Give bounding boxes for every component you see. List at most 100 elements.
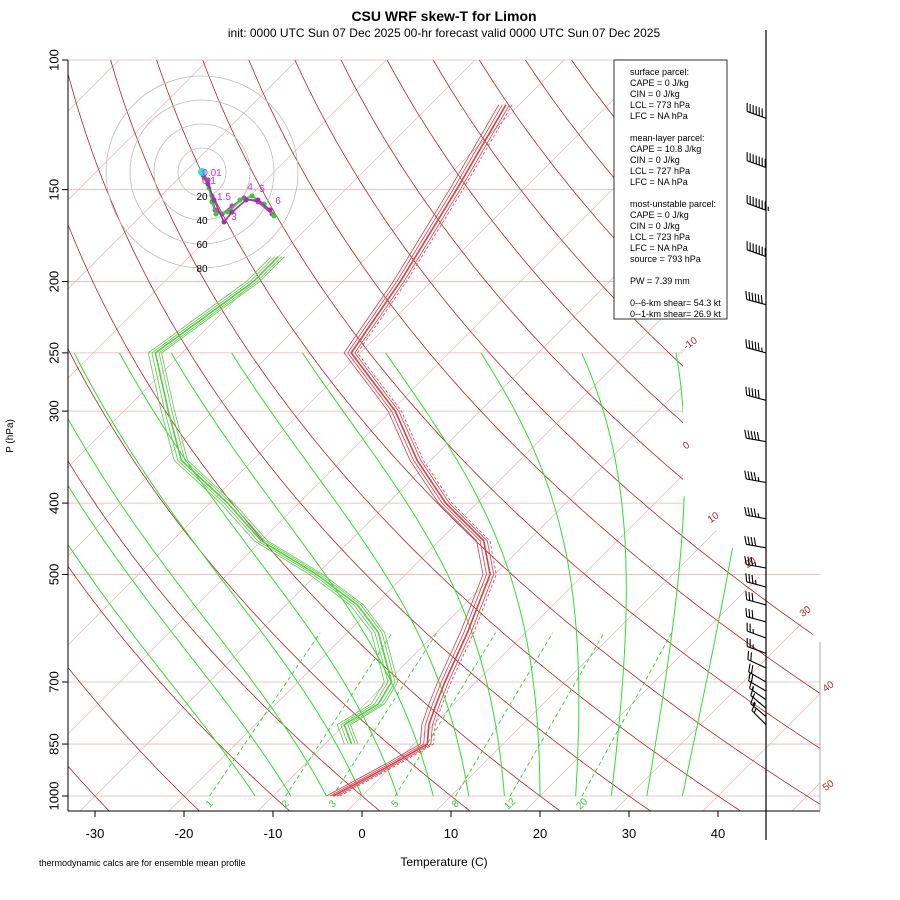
wind-barb	[745, 591, 767, 606]
hodograph-point-label: 5	[259, 184, 265, 195]
hodograph-point	[225, 209, 231, 215]
hodograph-point	[271, 213, 277, 219]
hodograph-point	[249, 193, 255, 199]
dewpoint-trace	[158, 256, 396, 745]
isotherm-line	[791, 60, 820, 811]
mixing-ratio-label: 2	[280, 798, 292, 810]
axes	[67, 60, 821, 812]
hodograph-ring	[105, 75, 299, 269]
mixing-ratio-line	[394, 632, 497, 797]
temperature-trace	[339, 104, 513, 797]
dry-adiabat-line	[68, 60, 652, 811]
parcel-info-line: 0--6-km shear= 54.3 kt	[630, 298, 721, 308]
y-tick-label: 250	[46, 342, 61, 364]
dry-adiabat-label: 30	[798, 604, 814, 620]
dry-adiabat-label: -10	[681, 335, 700, 353]
parcel-info-line: LCL = 773 hPa	[630, 100, 690, 110]
dry-adiabat-label: 50	[821, 778, 837, 794]
chart-title: CSU WRF skew-T for Limon	[351, 8, 536, 24]
y-axis-ticks: 100 150 200 250 300 400 500 700 850 1000	[46, 49, 68, 810]
hodograph-ring	[129, 99, 275, 245]
parcel-info-line: LFC = NA hPa	[630, 243, 688, 253]
hodograph-point-label: 3	[231, 212, 237, 223]
dry-adiabat-label: 0	[681, 440, 692, 452]
parcel-info-line: LFC = NA hPa	[630, 177, 688, 187]
dry-adiabat-line	[787, 60, 820, 811]
isotherm-line	[702, 60, 820, 811]
hodograph-point	[221, 219, 227, 225]
dry-adiabat-line	[151, 60, 820, 811]
hodograph-ring-label: 60	[196, 240, 208, 251]
wind-barb	[746, 637, 767, 654]
temperature-trace	[326, 104, 500, 797]
hodograph-point	[211, 197, 217, 203]
moist-adiabat-line	[301, 352, 505, 797]
temperature-trace	[336, 104, 510, 797]
moist-adiabat-line	[581, 352, 627, 797]
hodograph-point-label: 0.1	[202, 176, 216, 187]
wind-barb	[746, 152, 767, 169]
x-tick-label: 30	[622, 826, 636, 841]
x-tick-label: -20	[175, 826, 194, 841]
wind-barb	[746, 194, 769, 212]
hodograph-point-label: 6	[275, 196, 281, 207]
parcel-info-line: CIN = 0 J/kg	[630, 89, 680, 99]
dry-adiabat-line	[287, 60, 820, 811]
mixing-ratio-line	[581, 632, 673, 797]
parcel-info-line: CAPE = 0 J/kg	[630, 78, 689, 88]
parcel-info-line: CIN = 0 J/kg	[630, 155, 680, 165]
sounding-traces	[147, 104, 513, 797]
dry-adiabat-line	[332, 60, 820, 811]
hodograph-point	[213, 211, 219, 217]
parcel-info-line: most-unstable parcel:	[630, 199, 716, 209]
hodograph-ring-label: 40	[196, 216, 208, 227]
dry-adiabat-line	[68, 60, 562, 811]
parcel-info-line: PW = 7.39 mm	[630, 276, 690, 286]
mixing-ratio-lines	[209, 632, 673, 797]
mixing-ratio-line	[332, 632, 438, 797]
wind-barb	[744, 470, 767, 484]
parcel-info-line: LCL = 727 hPa	[630, 166, 690, 176]
dewpoint-trace	[151, 256, 389, 745]
dry-adiabat-line	[378, 60, 820, 811]
wind-barb	[746, 241, 767, 258]
wind-barb	[744, 556, 767, 569]
parcel-info-line: mean-layer parcel:	[630, 133, 705, 143]
dry-adiabat-line	[241, 60, 820, 811]
moist-adiabat-line	[68, 352, 256, 797]
isotherm-line	[68, 60, 403, 811]
wind-barb	[745, 290, 767, 306]
temperature-trace	[333, 104, 507, 797]
parcel-info-line: CIN = 0 J/kg	[630, 221, 680, 231]
dry-adiabat-line	[68, 60, 381, 811]
moist-adiabat-line	[68, 352, 292, 797]
y-axis-label: P (hPa)	[5, 419, 16, 453]
mixing-ratio-line	[209, 632, 321, 797]
dry-adiabat-line	[105, 60, 742, 811]
wind-barb	[745, 386, 767, 401]
parcel-info-line: surface parcel:	[630, 67, 689, 77]
dry-adiabat-line	[68, 60, 111, 811]
wind-barb	[744, 535, 767, 549]
dewpoint-trace	[154, 256, 393, 745]
y-tick-label: 700	[46, 671, 61, 693]
hodograph-point-label: 1.5	[217, 192, 231, 203]
dry-adiabat-label: 40	[821, 679, 837, 695]
parcel-info-line: source = 793 hPa	[630, 254, 701, 264]
hodograph-point	[243, 197, 249, 203]
isotherm-line	[68, 60, 581, 811]
dry-adiabat-label: 10	[706, 510, 722, 526]
wind-barb	[745, 608, 767, 623]
mixing-ratio-labels: 1 2 3 5 8 12 20	[204, 796, 590, 812]
hodograph-point-label: 0.01	[202, 168, 222, 179]
y-tick-label: 400	[46, 492, 61, 514]
x-tick-label: 20	[533, 826, 547, 841]
dry-adiabat-line	[68, 60, 472, 811]
isotherm-line	[68, 60, 314, 811]
y-tick-label: 500	[46, 564, 61, 586]
wind-barb	[747, 650, 767, 669]
isotherm-line	[68, 60, 492, 811]
x-tick-label: 10	[444, 826, 458, 841]
